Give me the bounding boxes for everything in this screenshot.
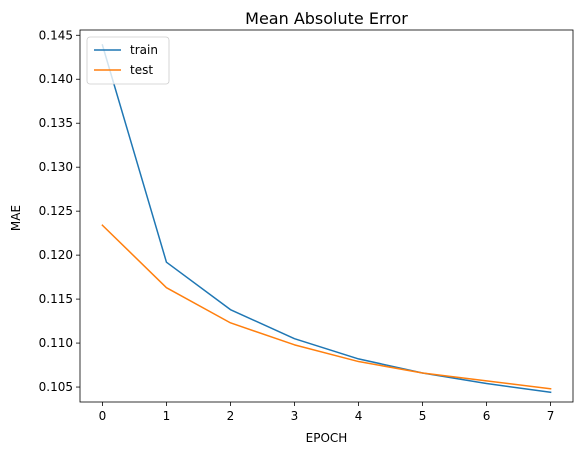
chart-title: Mean Absolute Error xyxy=(245,9,408,28)
x-tick-label: 0 xyxy=(99,409,107,423)
x-tick-label: 4 xyxy=(355,409,363,423)
x-tick-label: 1 xyxy=(163,409,171,423)
y-tick-label: 0.125 xyxy=(39,204,73,218)
y-tick-label: 0.130 xyxy=(39,160,73,174)
legend: train test xyxy=(87,37,169,84)
x-tick-label: 7 xyxy=(547,409,555,423)
y-tick-label: 0.145 xyxy=(39,28,73,42)
legend-label-test: test xyxy=(130,63,153,77)
y-tick-label: 0.105 xyxy=(39,380,73,394)
y-tick-label: 0.120 xyxy=(39,248,73,262)
legend-label-train: train xyxy=(130,43,158,57)
x-tick-label: 6 xyxy=(483,409,491,423)
plot-area xyxy=(80,30,573,402)
x-tick-label: 3 xyxy=(291,409,299,423)
y-axis-label: MAE xyxy=(9,205,23,231)
y-tick-label: 0.110 xyxy=(39,336,73,350)
x-tick-label: 5 xyxy=(419,409,427,423)
y-tick-label: 0.135 xyxy=(39,116,73,130)
x-axis-label: EPOCH xyxy=(306,431,348,445)
plot-frame xyxy=(80,30,573,402)
y-tick-label: 0.140 xyxy=(39,72,73,86)
x-tick-label: 2 xyxy=(227,409,235,423)
y-tick-label: 0.115 xyxy=(39,292,73,306)
